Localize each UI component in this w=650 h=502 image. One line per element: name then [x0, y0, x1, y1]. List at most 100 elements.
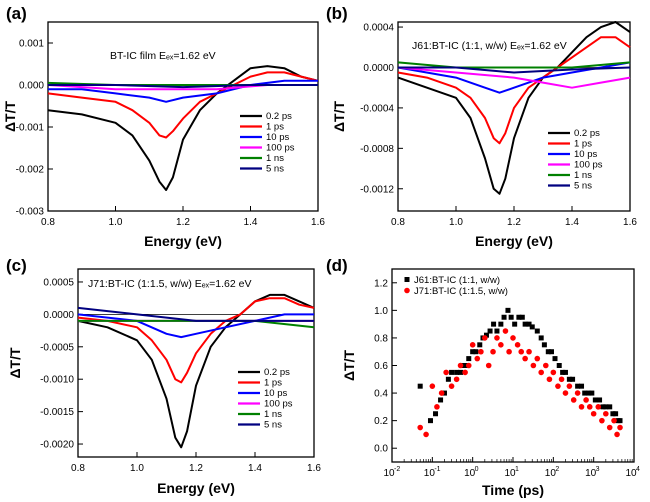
legend-label-b-1: 1 ps [574, 139, 592, 150]
legend-label-d-0: J61:BT-IC (1:1, w/w) [414, 275, 500, 286]
data-point-d-1 [526, 348, 532, 355]
data-point-d-1 [530, 362, 537, 369]
data-point-d-0 [466, 356, 472, 362]
x-tick-label-d: 10 [545, 468, 557, 479]
x-tick-label-d: 10 [625, 468, 637, 479]
data-point-d-1 [498, 342, 504, 348]
panel-letter-b: (b) [326, 4, 348, 23]
y-tick-label-b: -0.0008 [360, 144, 394, 155]
data-point-d-0 [445, 376, 451, 382]
series-line-b-5 [398, 66, 631, 74]
panel-letter-d: (d) [326, 256, 348, 275]
y-tick-label-d: 0.0 [374, 444, 388, 455]
data-point-d-0 [498, 321, 504, 327]
x-tick-label-d: 10 [504, 468, 516, 479]
data-point-d-0 [538, 335, 544, 341]
data-point-d-0 [433, 411, 439, 417]
legend-label-b-2: 10 ps [574, 149, 597, 160]
y-tick-label-d: 0.8 [374, 333, 388, 344]
data-point-d-0 [473, 349, 479, 355]
legend-label-a-2: 10 ps [266, 132, 289, 143]
y-tick-label-d: 1.0 [374, 306, 388, 317]
x-tick-exponent-d: 0 [475, 466, 479, 473]
data-point-d-1 [417, 424, 423, 431]
annotation-c: J71:BT-IC (1:1.5, w/w) Eₑₓ=1.62 eV [88, 278, 251, 290]
data-point-d-1 [457, 362, 464, 369]
data-point-d-1 [617, 424, 623, 431]
x-tick-exponent-d: 3 [596, 466, 600, 473]
data-point-d-1 [562, 390, 569, 396]
series-line-c-0 [77, 293, 315, 449]
legend-label-b-5: 5 ns [574, 181, 592, 192]
data-point-d-0 [610, 411, 616, 417]
data-point-d-1 [453, 376, 460, 383]
data-point-d-0 [501, 314, 507, 320]
data-point-d-1 [595, 404, 602, 410]
legend-label-c-4: 1 ns [264, 409, 282, 420]
panel-c: (c) 0.8 1.0 1.2 1.4 1.6 -0.0020 -0.0015 -0.0010… [6, 256, 321, 496]
y-tick-label-c: 0.0000 [43, 310, 74, 321]
legend-label-a-1: 1 ps [266, 122, 284, 133]
data-point-d-0 [592, 397, 598, 403]
x-tick-label-d: 10 [383, 468, 395, 479]
x-tick-exponent-d: 2 [555, 466, 559, 473]
data-point-d-0 [519, 314, 525, 320]
y-axis-title-b: ΔT/T [331, 101, 347, 133]
data-point-d-0 [454, 369, 460, 375]
x-tick-label-b: 1.6 [623, 217, 637, 228]
data-point-d-0 [458, 369, 464, 375]
legend-label-c-2: 10 ps [264, 388, 287, 399]
x-tick-exponent-d: -2 [394, 466, 400, 473]
annotation-b: J61:BT-IC (1:1, w/w) Eₑₓ=1.62 eV [412, 40, 567, 52]
y-tick-label-d: 0.4 [374, 389, 388, 400]
data-point-d-0 [461, 363, 467, 368]
panel-a: (a) 0.8 1.0 1.2 1.4 1.6 -0.003 -0.002 -0.001 0.0… [2, 4, 325, 249]
x-tick-label-c: 1.0 [130, 463, 144, 474]
data-point-d-1 [478, 348, 484, 355]
data-point-d-1 [482, 335, 488, 341]
data-point-d-0 [582, 390, 588, 396]
x-tick-label-c: 1.4 [248, 463, 262, 474]
legend-label-a-4: 1 ns [266, 153, 284, 164]
data-point-d-0 [438, 397, 444, 403]
x-tick-label-d: 10 [585, 468, 597, 479]
data-point-d-0 [613, 411, 619, 417]
data-point-d-0 [483, 332, 489, 338]
data-point-d-0 [534, 328, 540, 334]
data-point-d-1 [514, 342, 521, 348]
data-point-d-0 [512, 321, 518, 327]
data-point-d-1 [469, 342, 476, 348]
data-point-d-0 [541, 342, 547, 348]
data-point-d-0 [441, 390, 447, 396]
data-point-d-0 [570, 376, 576, 382]
x-tick-label-c: 1.2 [189, 463, 203, 474]
x-axis-title-b: Energy (eV) [475, 233, 553, 249]
data-point-d-0 [560, 369, 566, 375]
data-point-d-1 [603, 410, 609, 417]
legend-label-b-0: 0.2 ps [574, 128, 600, 139]
data-point-d-1 [485, 362, 492, 369]
data-point-d-0 [579, 383, 585, 389]
data-point-d-0 [575, 383, 581, 389]
x-tick-label-a: 0.8 [41, 217, 55, 228]
data-point-d-1 [614, 431, 620, 438]
data-point-d-0 [562, 369, 568, 375]
data-point-d-1 [502, 328, 509, 334]
data-point-d-1 [474, 355, 481, 362]
y-tick-label-b: 0.0000 [363, 63, 394, 74]
data-point-d-0 [508, 314, 514, 320]
series-line-a-5 [48, 84, 318, 89]
data-point-d-0 [494, 328, 500, 334]
data-point-d-1 [506, 348, 512, 355]
y-tick-label-c: -0.0010 [40, 375, 74, 386]
x-axis-title-d: Time (ps) [482, 482, 544, 498]
data-point-d-1 [534, 355, 541, 362]
x-tick-exponent-d: 1 [515, 466, 519, 473]
data-point-d-1 [570, 397, 577, 403]
data-point-d-1 [518, 348, 525, 355]
data-point-d-0 [545, 349, 551, 355]
legend-label-b-4: 1 ns [574, 170, 592, 181]
data-point-d-0 [586, 390, 592, 396]
x-tick-exponent-d: 4 [636, 466, 640, 473]
series-line-a-2 [48, 79, 318, 103]
